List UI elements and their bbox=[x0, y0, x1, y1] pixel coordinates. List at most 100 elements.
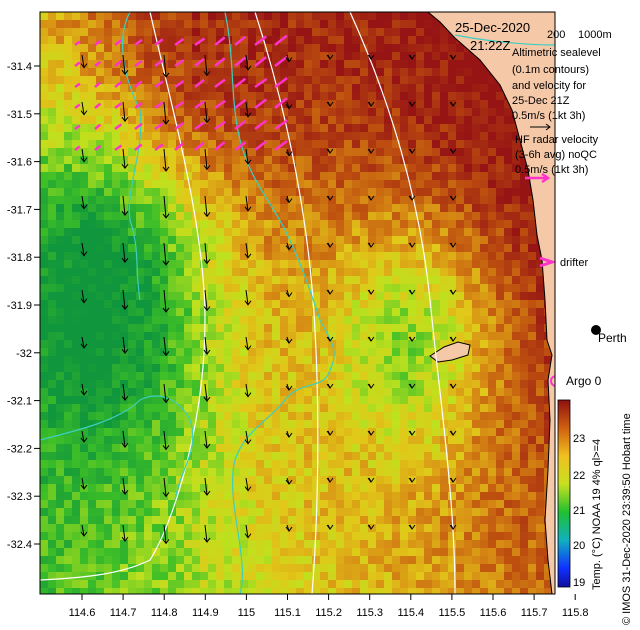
alt-arrow-head bbox=[80, 531, 88, 537]
alt-arrow-head bbox=[449, 336, 457, 342]
alt-arrow bbox=[204, 383, 208, 402]
header-time: 21:22Z bbox=[470, 38, 511, 53]
alt-arrow bbox=[245, 148, 249, 164]
drifter-marker bbox=[539, 256, 555, 268]
alt-arrow bbox=[204, 336, 208, 355]
hf-arrow bbox=[274, 119, 289, 131]
x-tick-label: 115 bbox=[238, 607, 256, 619]
hf-arrow bbox=[234, 98, 247, 109]
alt-arrow bbox=[81, 242, 85, 256]
alt-arrow-head bbox=[203, 259, 211, 265]
hf-arrow bbox=[114, 60, 122, 67]
alt-arrow-head bbox=[285, 479, 293, 485]
alt-arrow-head bbox=[408, 383, 416, 389]
alt-arrow bbox=[122, 101, 126, 122]
colorbar-tick: 19 bbox=[573, 577, 585, 589]
alt-arrow-head bbox=[121, 395, 129, 401]
hf-scale-arrow bbox=[525, 172, 551, 184]
hf-arrow bbox=[174, 142, 184, 151]
hf-arrow bbox=[114, 144, 123, 152]
alt-arrow bbox=[163, 148, 167, 172]
alt-arrow-head bbox=[367, 54, 375, 60]
alt-arrow-head bbox=[80, 204, 88, 210]
y-tick-label: -31.7 bbox=[7, 204, 32, 216]
alt-arrow bbox=[163, 383, 167, 403]
hf-arrow bbox=[154, 122, 164, 131]
alt-arrow bbox=[81, 383, 85, 395]
hf-arrow bbox=[194, 141, 205, 151]
alt-arrow-head bbox=[203, 396, 211, 402]
hf-arrow bbox=[214, 36, 226, 46]
altimetric-line-1: Altimetric sealevel bbox=[512, 47, 601, 59]
alt-arrow bbox=[122, 524, 126, 542]
alt-arrow bbox=[204, 148, 208, 170]
plot-frame bbox=[39, 11, 556, 595]
hf-arrow bbox=[154, 101, 164, 110]
hf-arrow bbox=[194, 37, 206, 47]
alt-arrow bbox=[245, 242, 249, 258]
alt-arrow bbox=[245, 101, 249, 117]
alt-arrow-head bbox=[244, 159, 252, 165]
alt-arrow-head bbox=[203, 165, 211, 171]
alt-arrow-head bbox=[326, 101, 334, 107]
alt-arrow-head bbox=[326, 289, 334, 295]
credit-text: © IMOS 31-Dec-2020 23:39:50 Hobart time bbox=[621, 413, 633, 625]
alt-arrow-head bbox=[326, 54, 334, 60]
y-tick-label: -31.6 bbox=[7, 157, 32, 169]
colorbar-ticks: 23 22 21 20 19 bbox=[573, 433, 585, 589]
hf-arrow bbox=[94, 81, 102, 88]
alt-arrow bbox=[81, 54, 85, 68]
alt-arrow-head bbox=[367, 101, 375, 107]
alt-arrow bbox=[122, 242, 126, 263]
alt-arrow-head bbox=[121, 348, 129, 354]
alt-arrow bbox=[122, 148, 126, 169]
hf-arrow bbox=[174, 79, 185, 89]
alt-arrow-head bbox=[408, 242, 416, 248]
alt-arrow-head bbox=[244, 65, 252, 71]
alt-arrow bbox=[245, 195, 249, 211]
hf-arrow bbox=[74, 124, 81, 131]
alt-arrow bbox=[245, 430, 249, 444]
alt-arrow-head bbox=[203, 118, 211, 124]
hf-arrow bbox=[174, 121, 185, 131]
x-tick-label: 114.6 bbox=[69, 607, 96, 619]
perth-marker bbox=[591, 325, 601, 335]
alt-arrow-head bbox=[203, 490, 211, 496]
hf-arrow bbox=[234, 77, 247, 88]
alt-arrow-head bbox=[203, 306, 211, 312]
y-tick-label: -31.8 bbox=[7, 252, 32, 264]
alt-arrow-head bbox=[162, 307, 170, 313]
altimetric-line-5: 0.5m/s (1kt 3h) bbox=[512, 110, 585, 122]
alt-arrow bbox=[81, 195, 85, 209]
alt-arrow-head bbox=[80, 390, 88, 396]
hf-arrow bbox=[274, 34, 288, 46]
alt-arrow-head bbox=[121, 304, 129, 310]
y-tick-label: -32 bbox=[16, 348, 32, 360]
land bbox=[427, 12, 555, 594]
depth-label-1000: 1000m bbox=[578, 29, 612, 41]
alt-arrow-head bbox=[367, 430, 375, 436]
alt-arrow bbox=[163, 524, 167, 544]
colorbar-tick: 20 bbox=[573, 540, 585, 552]
hf-arrow bbox=[134, 143, 143, 151]
alt-arrow-head bbox=[244, 345, 252, 351]
y-tick-label: -31.4 bbox=[7, 61, 32, 73]
alt-arrow bbox=[81, 101, 85, 115]
hf-arrow bbox=[194, 57, 205, 67]
alt-arrow bbox=[81, 430, 85, 442]
alt-arrow-head bbox=[449, 195, 457, 201]
hf-arrow bbox=[234, 141, 247, 152]
hf-arrow bbox=[74, 82, 81, 89]
hf-arrow bbox=[274, 55, 288, 67]
alt-arrow-head bbox=[244, 300, 252, 306]
alt-arrow-head bbox=[408, 148, 416, 154]
x-tick-label: 115.7 bbox=[521, 607, 548, 619]
hf-arrow bbox=[154, 143, 164, 152]
alt-arrow-head bbox=[162, 492, 170, 498]
alt-arrow-head bbox=[244, 253, 252, 259]
sealevel-contour-4 bbox=[454, 34, 555, 46]
x-tick-label: 115.4 bbox=[397, 607, 424, 619]
hf-arrow bbox=[254, 140, 267, 151]
alt-arrow-head bbox=[367, 148, 375, 154]
hf-arrow bbox=[94, 60, 102, 67]
